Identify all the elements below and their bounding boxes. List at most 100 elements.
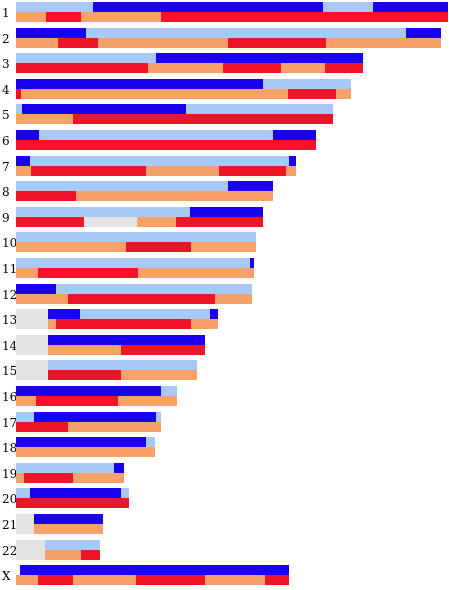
chromosome-label: 4 [2, 82, 10, 97]
segment-top-dark-blue [16, 130, 39, 140]
chromosome-row-11: 11 [0, 258, 449, 282]
segment-top-dark-blue [16, 155, 30, 166]
segment-bottom-gray [84, 216, 137, 227]
segment-bottom-orange [76, 191, 273, 202]
chromosome-row-4: 4 [0, 78, 449, 103]
segment-top-light-blue [161, 386, 177, 396]
segment-top-light-blue [16, 206, 190, 217]
chromosome-row-15: 15 [0, 360, 449, 384]
segment-top-dark-blue [289, 155, 296, 166]
chromosome-label: 19 [2, 466, 18, 481]
chromosome-gap [16, 514, 34, 534]
chromosome-row-7: 7 [0, 155, 449, 180]
segment-bottom-orange [73, 472, 124, 483]
segment-bottom-orange [48, 319, 56, 330]
segment-top-dark-blue [373, 2, 448, 12]
segment-top-light-blue [86, 27, 406, 38]
chromosome-row-20: 20 [0, 488, 449, 512]
chromosome-label: 3 [2, 57, 10, 72]
segment-top-dark-blue [30, 488, 121, 499]
chromosome-label: 1 [2, 6, 10, 20]
segment-bottom-orange [98, 37, 228, 48]
segment-bottom-red [16, 216, 84, 227]
chromosome-row-18: 18 [0, 437, 449, 461]
segment-bottom-orange [281, 63, 325, 74]
chromosome-label: 2 [2, 31, 10, 46]
segment-top-light-blue [16, 258, 250, 268]
segment-bottom-orange [16, 12, 46, 22]
segment-top-dark-blue [48, 309, 80, 320]
segment-bottom-orange [191, 319, 218, 330]
segment-bottom-red [265, 575, 289, 586]
segment-top-dark-blue [93, 2, 323, 12]
segment-top-dark-blue [16, 27, 86, 38]
segment-bottom-red [288, 88, 336, 99]
segment-top-light-blue [16, 462, 114, 473]
segment-bottom-red [38, 268, 138, 278]
segment-bottom-red [136, 575, 205, 586]
segment-bottom-orange [21, 88, 288, 99]
chromosome-label: 7 [2, 159, 10, 174]
segment-bottom-orange [16, 447, 155, 458]
segment-bottom-orange [16, 37, 58, 48]
segment-top-light-blue [16, 104, 22, 115]
segment-bottom-orange [16, 242, 126, 253]
segment-bottom-red [16, 191, 76, 202]
segment-top-light-blue [16, 232, 256, 243]
segment-bottom-red [56, 319, 191, 330]
segment-bottom-red [161, 12, 448, 22]
segment-top-dark-blue [16, 437, 146, 448]
segment-bottom-orange [118, 396, 177, 406]
chromosome-gap [16, 539, 45, 560]
segment-top-light-blue [16, 2, 93, 12]
chromosome-row-9: 9 [0, 206, 449, 231]
chromosome-label: X [2, 569, 11, 584]
segment-bottom-orange [286, 165, 296, 176]
segment-bottom-orange [336, 88, 351, 99]
segment-bottom-orange [16, 268, 38, 278]
segment-bottom-orange [34, 524, 103, 534]
segment-bottom-red [228, 37, 326, 48]
chromosome-label: 10 [2, 236, 18, 251]
segment-bottom-orange [48, 344, 121, 355]
segment-top-dark-blue [273, 130, 316, 140]
segment-bottom-red [38, 575, 73, 586]
chromosome-label: 13 [2, 313, 18, 328]
chromosome-row-1: 1 [0, 2, 449, 26]
segment-bottom-red [46, 12, 81, 22]
chromosome-gap [16, 309, 48, 330]
segment-bottom-orange [205, 575, 265, 586]
segment-bottom-red [16, 63, 148, 74]
segment-bottom-red [48, 370, 121, 381]
segment-bottom-orange [45, 549, 81, 560]
segment-bottom-orange [68, 421, 161, 432]
segment-bottom-red [24, 472, 73, 483]
segment-bottom-orange [146, 165, 219, 176]
segment-bottom-orange [81, 12, 161, 22]
chromosome-row-14: 14 [0, 334, 449, 359]
chromosome-row-16: 16 [0, 386, 449, 410]
segment-top-light-blue [16, 488, 30, 499]
segment-bottom-orange [191, 242, 256, 253]
segment-top-light-blue [263, 78, 351, 89]
chromosome-label: 20 [2, 492, 18, 507]
segment-bottom-orange [16, 396, 36, 406]
segment-bottom-red [325, 63, 363, 74]
segment-top-light-blue [16, 181, 228, 192]
segment-bottom-red [81, 549, 100, 560]
segment-top-dark-blue [406, 27, 441, 38]
segment-top-dark-blue [34, 411, 156, 422]
segment-top-dark-blue [20, 565, 289, 576]
chromosome-label: 18 [2, 441, 18, 456]
segment-top-light-blue [156, 411, 161, 422]
segment-top-dark-blue [228, 181, 273, 192]
segment-bottom-red [36, 396, 118, 406]
segment-top-light-blue [56, 283, 252, 294]
segment-bottom-orange [215, 293, 252, 304]
chromosome-row-x: X [0, 565, 449, 589]
chromosome-label: 21 [2, 518, 18, 532]
segment-bottom-orange [16, 293, 68, 304]
chromosome-row-21: 21 [0, 514, 449, 538]
chromosome-row-10: 10 [0, 232, 449, 256]
segment-bottom-orange [121, 370, 197, 381]
